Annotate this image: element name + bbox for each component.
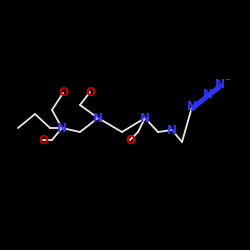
- Text: N: N: [203, 88, 213, 102]
- Text: −: −: [224, 76, 230, 84]
- Text: N: N: [140, 112, 150, 124]
- Text: N: N: [215, 78, 225, 92]
- Text: O: O: [125, 134, 135, 146]
- Text: +: +: [212, 86, 218, 94]
- Text: N: N: [167, 124, 177, 136]
- Text: N: N: [93, 112, 103, 124]
- Text: O: O: [85, 86, 95, 98]
- Text: O: O: [58, 86, 68, 100]
- Text: O: O: [38, 134, 48, 146]
- Text: N: N: [57, 122, 67, 134]
- Text: N: N: [187, 100, 197, 114]
